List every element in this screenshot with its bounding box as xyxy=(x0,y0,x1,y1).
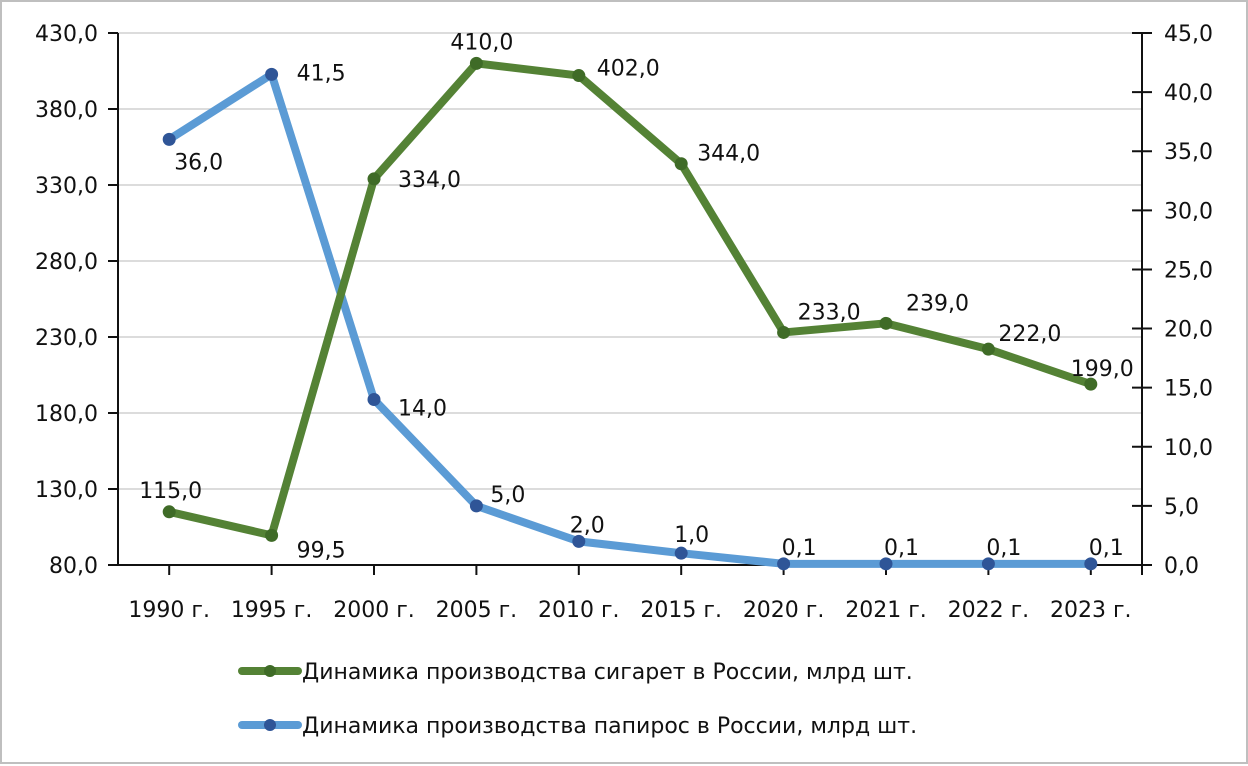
right-axis-tick-label: 35,0 xyxy=(1164,140,1213,165)
right-axis-tick-label: 20,0 xyxy=(1164,318,1213,343)
data-point-marker xyxy=(879,316,893,330)
legend-marker-icon xyxy=(264,665,276,677)
x-axis-tick-label: 2015 г. xyxy=(640,598,722,623)
data-label: 222,0 xyxy=(998,322,1061,347)
left-axis-tick-label: 330,0 xyxy=(35,174,98,199)
gridlines xyxy=(118,32,1142,490)
data-point-marker xyxy=(981,342,995,356)
x-axis-tick-label: 2000 г. xyxy=(333,598,415,623)
right-axis-tick-label: 10,0 xyxy=(1164,436,1213,461)
data-point-marker xyxy=(572,534,586,548)
right-axis-tick-label: 0,0 xyxy=(1164,554,1199,579)
legend-marker-icon xyxy=(264,719,276,731)
axes: 430,0 380,0 330,0 280,0 230,0 180,0 130,0 80,0 4… xyxy=(35,22,1213,623)
data-point-marker xyxy=(777,325,791,339)
legend-item-papirosy: Динамика производства папирос в России, … xyxy=(238,714,917,739)
left-axis-tick-label: 130,0 xyxy=(35,478,98,503)
data-point-marker xyxy=(469,56,483,70)
data-point-marker xyxy=(265,528,279,542)
x-axis-tick-label: 2021 г. xyxy=(845,598,927,623)
data-label: 41,5 xyxy=(297,61,346,86)
right-axis-tick-label: 15,0 xyxy=(1164,377,1213,402)
data-point-marker xyxy=(162,132,176,146)
data-label: 0,1 xyxy=(782,536,817,561)
data-label: 239,0 xyxy=(906,291,969,316)
data-point-marker xyxy=(367,392,381,406)
data-label: 410,0 xyxy=(450,30,513,55)
data-point-marker xyxy=(469,499,483,513)
data-label: 2,0 xyxy=(570,513,605,538)
data-label: 1,0 xyxy=(674,523,709,548)
data-label: 0,1 xyxy=(986,536,1021,561)
data-label: 5,0 xyxy=(490,483,525,508)
data-label: 344,0 xyxy=(697,142,760,167)
data-point-marker xyxy=(1084,557,1098,571)
data-label: 334,0 xyxy=(398,168,461,193)
data-label: 233,0 xyxy=(798,300,861,325)
data-point-marker xyxy=(265,67,279,81)
data-label: 99,5 xyxy=(297,538,346,563)
data-label: 14,0 xyxy=(398,396,447,421)
data-point-marker xyxy=(674,546,688,560)
data-point-marker xyxy=(572,69,586,83)
data-point-marker xyxy=(981,557,995,571)
data-point-marker xyxy=(1084,377,1098,391)
left-axis-tick-label: 280,0 xyxy=(35,250,98,275)
data-label: 36,0 xyxy=(174,150,223,175)
data-label: 199,0 xyxy=(1071,357,1134,382)
right-axis-tick-label: 25,0 xyxy=(1164,258,1213,283)
right-axis-tick-label: 30,0 xyxy=(1164,199,1213,224)
papirosy-line xyxy=(167,70,1091,568)
right-axis-tick-label: 5,0 xyxy=(1164,495,1199,520)
legend-label: Динамика производства сигарет в России, … xyxy=(302,660,913,685)
legend: Динамика производства сигарет в России, … xyxy=(238,660,917,739)
x-axis-tick-label: 1990 г. xyxy=(128,598,210,623)
x-axis-tick-label: 2020 г. xyxy=(743,598,825,623)
data-label: 0,1 xyxy=(884,536,919,561)
data-point-marker xyxy=(162,505,176,519)
x-axis-tick-label: 2022 г. xyxy=(948,598,1030,623)
legend-item-cigarettes: Динамика производства сигарет в России, … xyxy=(238,660,913,685)
data-label: 0,1 xyxy=(1089,536,1124,561)
data-label: 115,0 xyxy=(139,479,202,504)
series-lines xyxy=(162,56,1098,571)
left-axis-tick-label: 230,0 xyxy=(35,326,98,351)
x-axis-tick-label: 2023 г. xyxy=(1050,598,1132,623)
left-axis-tick-label: 80,0 xyxy=(49,554,98,579)
data-point-marker xyxy=(879,557,893,571)
data-point-marker xyxy=(367,172,381,186)
right-axis-tick-label: 40,0 xyxy=(1164,81,1213,106)
legend-label: Динамика производства папирос в России, … xyxy=(302,714,917,739)
x-axis-tick-label: 2005 г. xyxy=(436,598,518,623)
left-axis-tick-label: 180,0 xyxy=(35,402,98,427)
data-point-marker xyxy=(777,557,791,571)
left-axis-tick-label: 430,0 xyxy=(35,22,98,47)
x-axis-tick-label: 1995 г. xyxy=(231,598,313,623)
x-axis-tick-label: 2010 г. xyxy=(538,598,620,623)
cigarettes-line xyxy=(168,59,1093,540)
data-point-marker xyxy=(674,157,688,171)
right-axis-tick-label: 45,0 xyxy=(1164,22,1213,47)
data-labels: 36,0 41,5 14,0 5,0 2,0 1,0 0,1 0,1 0,1 0,1 115,0 99… xyxy=(139,30,1134,563)
data-label: 402,0 xyxy=(597,57,660,82)
left-axis-tick-label: 380,0 xyxy=(35,98,98,123)
